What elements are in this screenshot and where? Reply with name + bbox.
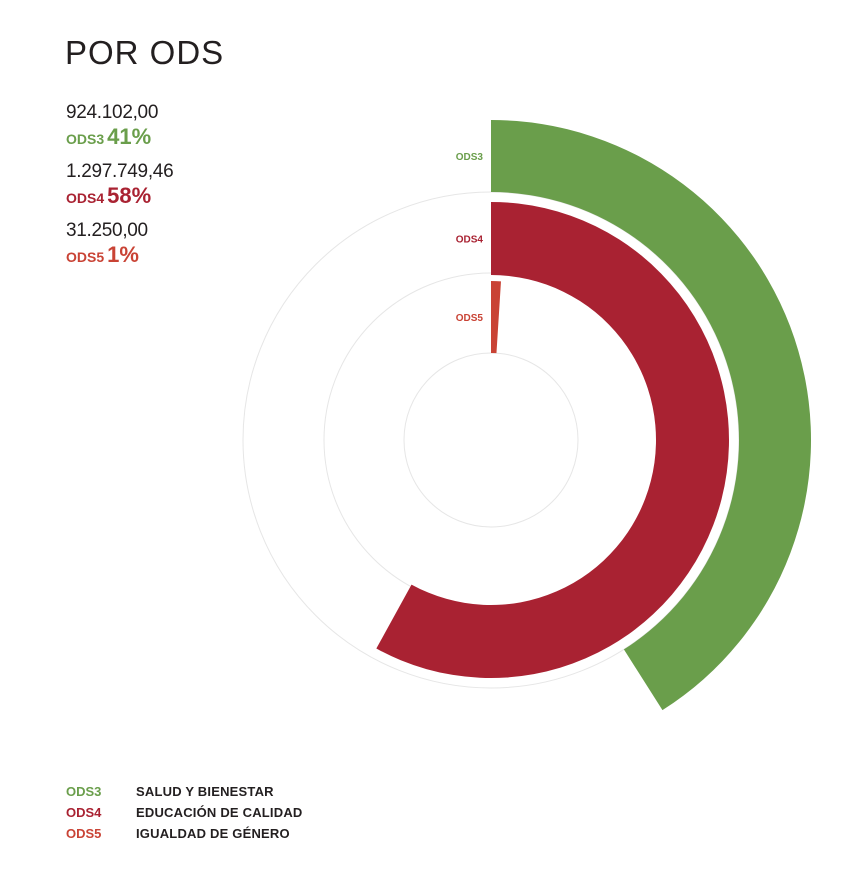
stat-percent: 41% <box>107 124 152 149</box>
grid-circle-3 <box>403 352 579 528</box>
ring-label-ods5: ODS5 <box>456 313 484 324</box>
ring-label-ods4: ODS4 <box>456 235 484 246</box>
legend-name: IGUALDAD DE GÉNERO <box>136 826 290 841</box>
stat-code: ODS5 <box>66 249 105 265</box>
legend-code: ODS5 <box>66 826 102 841</box>
ring-label-ods3: ODS3 <box>456 152 484 163</box>
stat-percent: 1% <box>107 242 139 267</box>
legend-code: ODS4 <box>66 805 102 820</box>
stat-ods5: 31.250,00 ODS5 1% <box>66 221 173 266</box>
bar-ods5 <box>491 281 501 354</box>
stat-code: ODS4 <box>66 190 105 206</box>
bar-ods3 <box>491 120 812 711</box>
page-title: POR ODS <box>65 34 225 71</box>
stat-amount: 31.250,00 <box>66 220 148 241</box>
stats-summary: 924.102,00 ODS3 41% 1.297.749,46 ODS4 58% … <box>66 103 174 280</box>
stat-percent: 58% <box>107 183 152 208</box>
stat-amount: 924.102,00 <box>66 102 159 123</box>
legend-code: ODS3 <box>66 784 102 799</box>
legend-item-ods5: ODS5 IGUALDAD DE GÉNERO <box>66 823 303 844</box>
legend-name: EDUCACIÓN DE CALIDAD <box>136 805 303 820</box>
legend-name: SALUD Y BIENESTAR <box>136 784 274 799</box>
stat-ods4: 1.297.749,46 ODS4 58% <box>66 161 174 208</box>
stat-amount: 1.297.749,46 <box>66 161 174 182</box>
legend-item-ods3: ODS3 SALUD Y BIENESTAR <box>66 781 303 802</box>
stat-code: ODS3 <box>66 131 105 147</box>
stat-ods3: 924.102,00 ODS3 41% <box>66 103 173 148</box>
legend-item-ods4: ODS4 EDUCACIÓN DE CALIDAD <box>66 802 303 823</box>
legend: ODS3 SALUD Y BIENESTAR ODS4 EDUCACIÓN DE… <box>66 781 303 844</box>
bar-ods4 <box>376 202 729 678</box>
